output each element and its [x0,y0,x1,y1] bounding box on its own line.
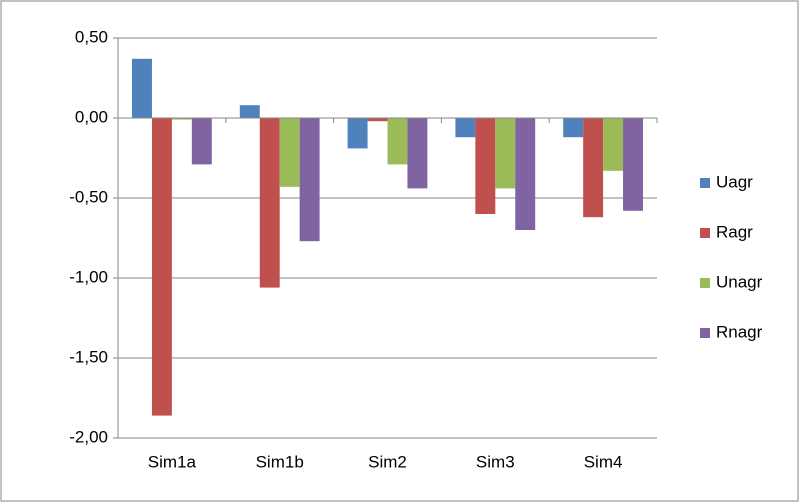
y-tick-label: 0,50 [75,27,108,46]
bar [387,118,408,165]
bar [239,105,260,118]
bar [279,118,300,187]
y-tick-label: -1,00 [69,267,108,286]
bar [347,118,368,149]
bar [299,118,320,242]
bar [583,118,604,218]
legend-swatch [700,278,710,288]
legend-label: Ragr [716,222,753,241]
bar [603,118,624,171]
bar [563,118,584,138]
y-tick-label: -0,50 [69,187,108,206]
bar [495,118,516,189]
bar [407,118,428,189]
y-tick-label: 0,00 [75,107,108,126]
bar [171,118,192,120]
y-tick-label: -2,00 [69,427,108,446]
legend-label: Rnagr [716,322,763,341]
bar [367,118,388,122]
x-tick-label: Sim1b [256,452,304,471]
bar [455,118,476,138]
bar [259,118,280,288]
bar [151,118,172,416]
x-tick-label: Sim1a [148,452,197,471]
legend-swatch [700,178,710,188]
x-tick-label: Sim2 [368,452,407,471]
bar [191,118,212,165]
bar [475,118,496,214]
bar [515,118,536,230]
y-tick-label: -1,50 [69,347,108,366]
bar [623,118,643,211]
legend-swatch [700,328,710,338]
legend-label: Uagr [716,172,753,191]
x-tick-label: Sim4 [584,452,623,471]
x-tick-label: Sim3 [476,452,515,471]
bar [132,58,152,118]
legend-swatch [700,228,710,238]
legend-label: Unagr [716,272,763,291]
